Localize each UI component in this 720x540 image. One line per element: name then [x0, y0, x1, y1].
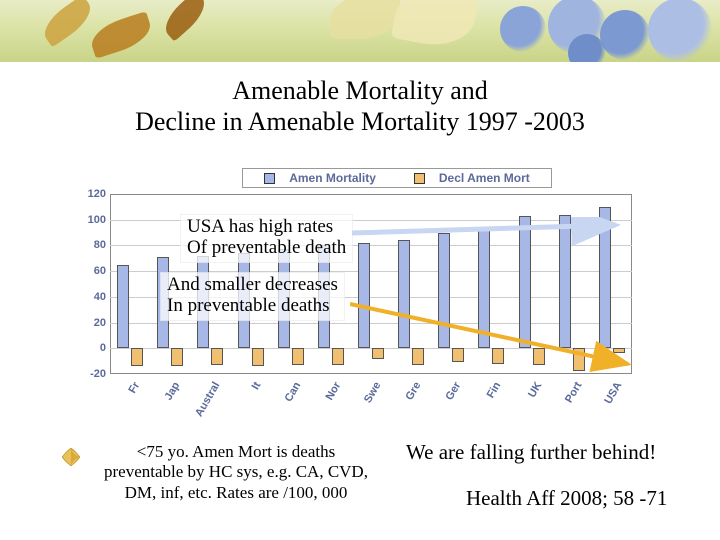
y-tick-label: 0: [76, 342, 106, 354]
x-tick-label: Jap: [147, 380, 182, 429]
bar-decl: [613, 348, 625, 353]
x-tick-label: Port: [549, 380, 584, 429]
flower-icon: [500, 6, 546, 52]
bar-decl: [533, 348, 545, 365]
legend-label-b: Decl Amen Mort: [439, 171, 530, 185]
annot-smaller-decreases: And smaller decreases In preventable dea…: [160, 272, 345, 321]
x-tick-label: It: [228, 380, 263, 429]
falling-behind: We are falling further behind!: [406, 440, 656, 465]
y-tick-label: 20: [76, 317, 106, 329]
bar-amen: [519, 216, 531, 348]
bar-decl: [171, 348, 183, 366]
bar-amen: [559, 215, 571, 349]
bar-decl: [252, 348, 264, 366]
bar-decl: [492, 348, 504, 363]
flower-icon: [648, 0, 712, 62]
bar-amen: [438, 233, 450, 349]
bar-amen: [117, 265, 129, 349]
bullet-icon: [60, 446, 82, 468]
y-tick-label: -20: [76, 368, 106, 380]
x-tick-label: Can: [268, 380, 303, 429]
x-tick-label: Austral: [187, 380, 222, 429]
bar-decl: [452, 348, 464, 362]
bar-amen: [398, 240, 410, 348]
x-tick-label: Fin: [468, 380, 503, 429]
bar-decl: [292, 348, 304, 365]
bar-decl: [131, 348, 143, 366]
foot-l2: preventable by HC sys, e.g. CA, CVD,: [104, 462, 368, 481]
citation: Health Aff 2008; 58 -71: [466, 486, 667, 511]
bar-amen: [358, 243, 370, 348]
bar-decl: [332, 348, 344, 365]
bar-decl: [211, 348, 223, 365]
gridline: [110, 348, 632, 349]
flower-icon: [600, 10, 650, 60]
x-tick-label: Gre: [388, 380, 423, 429]
legend-label-a: Amen Mortality: [289, 171, 376, 185]
footnote: <75 yo. Amen Mort is deaths preventable …: [86, 442, 386, 503]
gridline: [110, 323, 632, 324]
x-tick-label: USA: [589, 380, 624, 429]
y-tick-label: 80: [76, 239, 106, 251]
x-tick-label: Fr: [107, 380, 142, 429]
bar-decl: [412, 348, 424, 365]
foot-l1: <75 yo. Amen Mort is deaths: [137, 442, 335, 461]
x-tick-label: UK: [509, 380, 544, 429]
title-line1: Amenable Mortality and: [232, 76, 488, 105]
y-tick-label: 120: [76, 188, 106, 200]
annot1-l2: Of preventable death: [187, 237, 346, 258]
slide-body: Amenable Mortality and Decline in Amenab…: [0, 62, 720, 540]
legend: Amen Mortality Decl Amen Mort: [242, 168, 552, 188]
slide-title: Amenable Mortality and Decline in Amenab…: [0, 76, 720, 137]
banner-strip: [0, 0, 720, 62]
legend-swatch-b: [414, 173, 425, 184]
x-tick-label: Ger: [428, 380, 463, 429]
y-tick-label: 60: [76, 265, 106, 277]
x-tick-label: Nor: [308, 380, 343, 429]
foot-l3: DM, inf, etc. Rates are /100, 000: [125, 483, 348, 502]
annot1-l1: USA has high rates: [187, 216, 333, 237]
y-tick-label: 40: [76, 291, 106, 303]
bar-amen: [599, 207, 611, 348]
x-tick-label: Swe: [348, 380, 383, 429]
bar-amen: [478, 229, 490, 349]
title-line2: Decline in Amenable Mortality 1997 -2003: [135, 107, 585, 136]
legend-swatch-a: [264, 173, 275, 184]
y-tick-label: 100: [76, 214, 106, 226]
bar-decl: [372, 348, 384, 358]
bar-decl: [573, 348, 585, 371]
annot2-l1: And smaller decreases: [167, 274, 338, 295]
annot-high-rates: USA has high rates Of preventable death: [180, 214, 353, 263]
annot2-l2: In preventable deaths: [167, 295, 329, 316]
